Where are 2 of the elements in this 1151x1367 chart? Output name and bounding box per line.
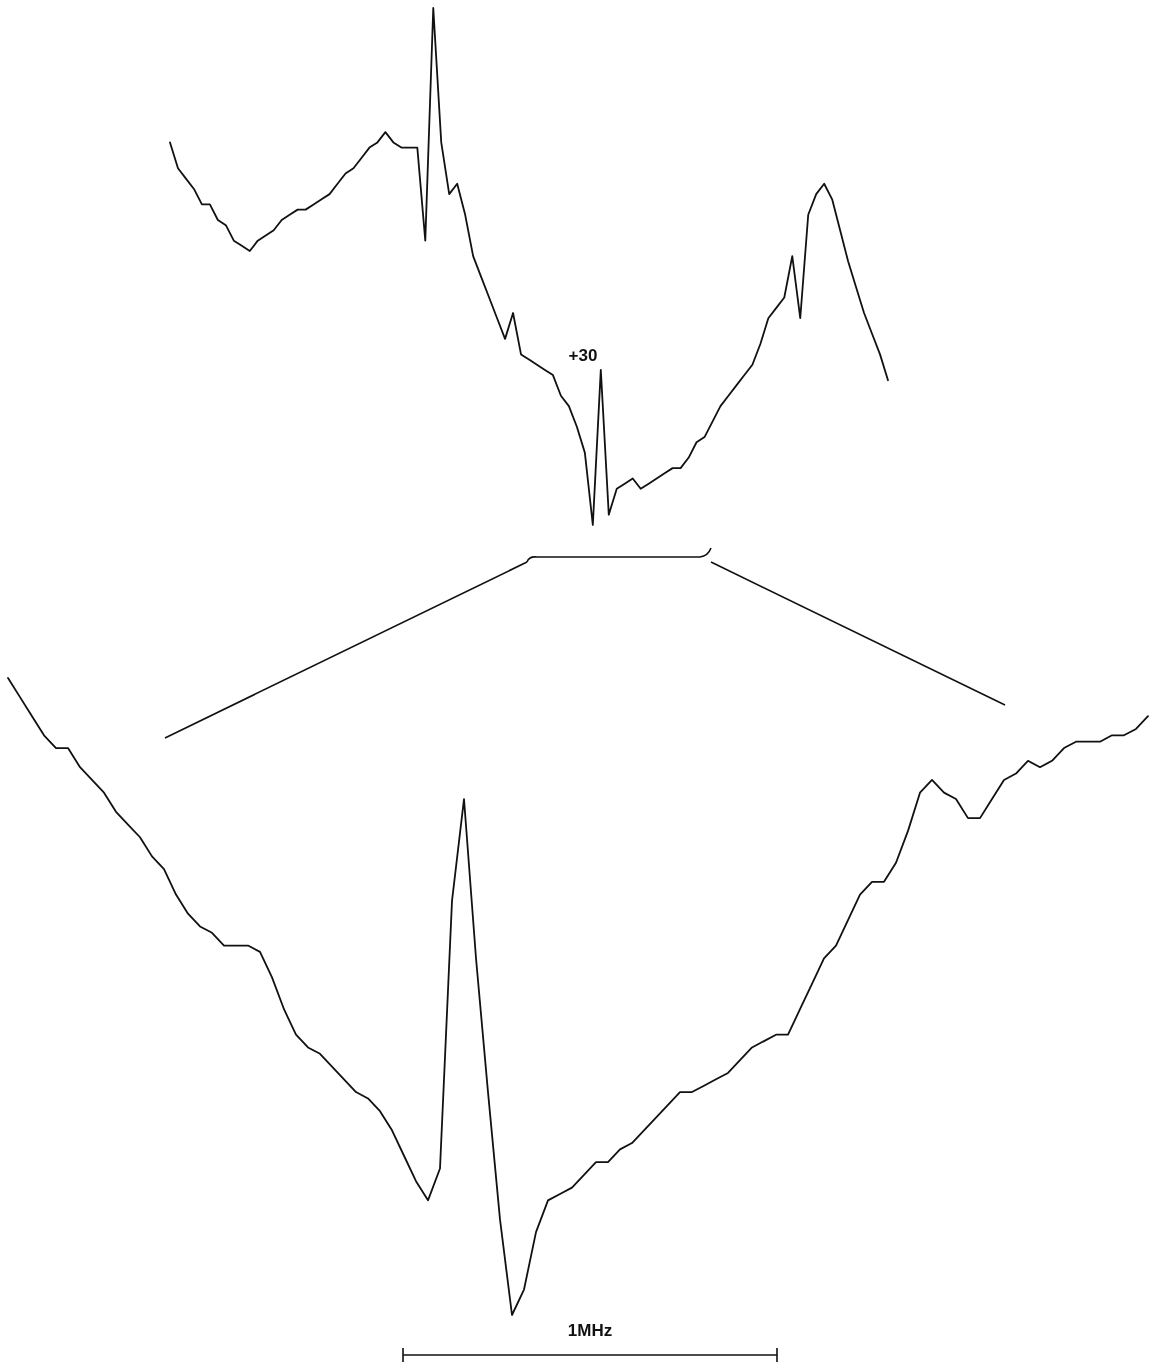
annotation: +30 — [568, 345, 598, 365]
text: 1MHz — [567, 1320, 613, 1340]
